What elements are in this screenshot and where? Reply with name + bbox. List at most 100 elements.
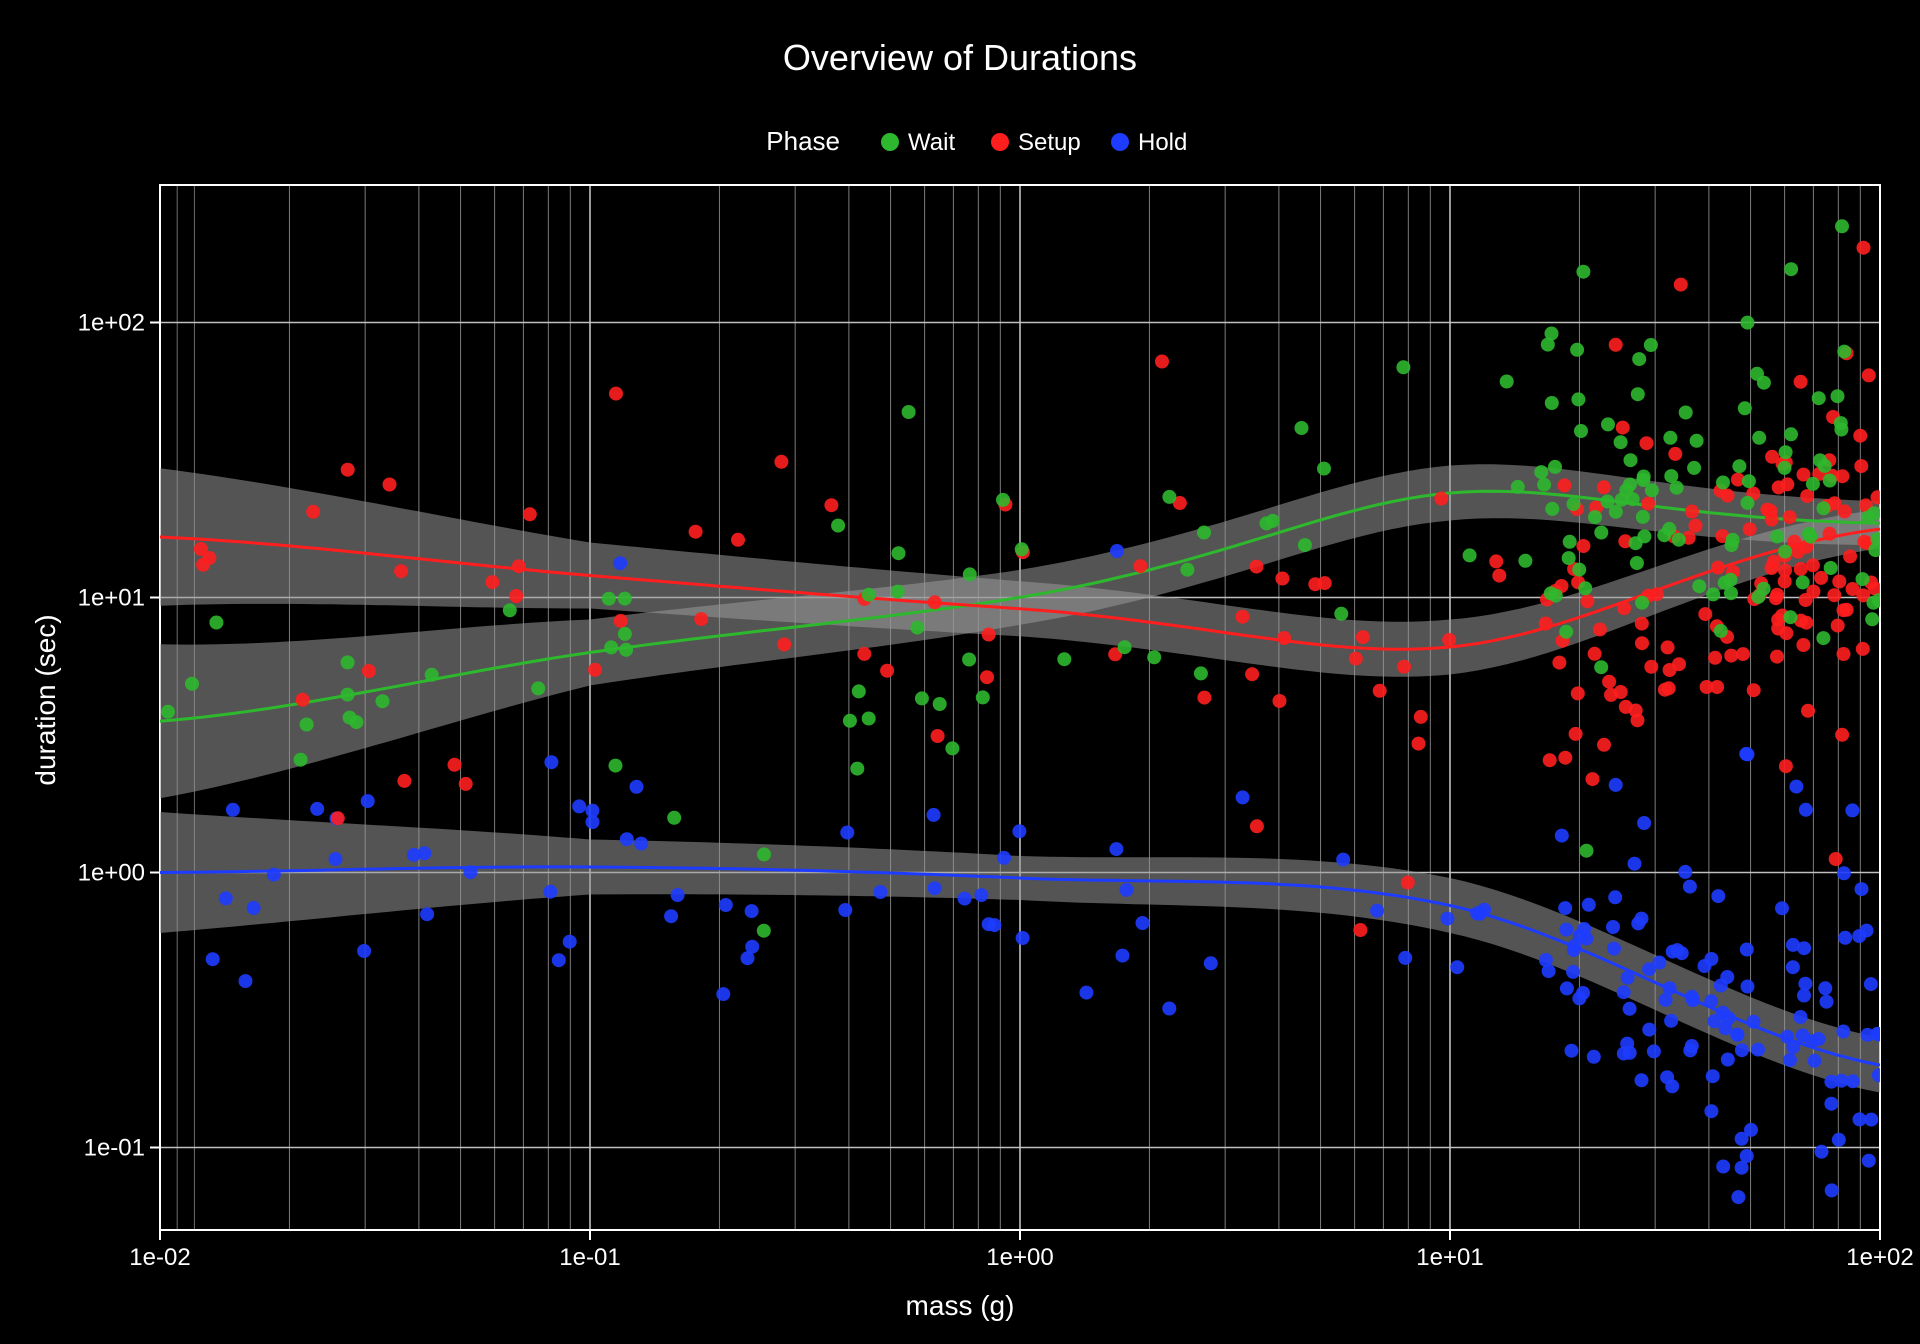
point-A (1562, 551, 1576, 565)
point-B (1155, 355, 1169, 369)
point-A (1574, 424, 1588, 438)
point-A (1856, 572, 1870, 586)
point-B (1796, 638, 1810, 652)
point-A (1295, 421, 1309, 435)
point-C (1711, 889, 1725, 903)
point-A (1624, 453, 1638, 467)
point-C (1116, 949, 1130, 963)
point-C (664, 909, 678, 923)
point-C (1720, 970, 1734, 984)
point-C (1617, 985, 1631, 999)
point-C (1845, 803, 1859, 817)
point-A (1500, 375, 1514, 389)
point-A (1549, 589, 1563, 603)
point-C (974, 888, 988, 902)
y-axis-label: duration (sec) (30, 614, 61, 785)
point-C (239, 974, 253, 988)
point-B (1373, 684, 1387, 698)
point-A (1563, 535, 1577, 549)
point-C (719, 898, 733, 912)
point-A (1779, 445, 1793, 459)
point-A (1645, 483, 1659, 497)
point-A (1816, 631, 1830, 645)
point-A (1615, 493, 1629, 507)
point-C (1565, 1044, 1579, 1058)
point-C (1704, 952, 1718, 966)
point-B (1831, 619, 1845, 633)
point-A (161, 705, 175, 719)
point-C (1799, 803, 1813, 817)
point-C (1606, 920, 1620, 934)
point-C (310, 802, 324, 816)
point-B (1617, 601, 1631, 615)
point-A (996, 493, 1010, 507)
point-B (1770, 588, 1784, 602)
point-A (1334, 607, 1348, 621)
point-C (1631, 916, 1645, 930)
point-C (1204, 956, 1218, 970)
point-A (1180, 563, 1194, 577)
point-A (1724, 586, 1738, 600)
point-C (1666, 945, 1680, 959)
point-B (1658, 683, 1672, 697)
point-B (341, 463, 355, 477)
point-A (945, 741, 959, 755)
point-A (1724, 573, 1738, 587)
point-B (512, 559, 526, 573)
point-C (357, 944, 371, 958)
legend: Phase Wait Setup Hold (766, 126, 1187, 156)
point-A (1732, 459, 1746, 473)
point-B (1857, 535, 1871, 549)
point-C (1796, 1028, 1810, 1042)
point-C (1747, 1015, 1761, 1029)
point-A (1824, 561, 1838, 575)
point-C (1820, 995, 1834, 1009)
point-A (1757, 582, 1771, 596)
point-A (1545, 396, 1559, 410)
point-C (1855, 882, 1869, 896)
point-C (1560, 981, 1574, 995)
point-B (1197, 691, 1211, 705)
point-B (1644, 660, 1658, 674)
point-B (1353, 923, 1367, 937)
point-A (294, 753, 308, 767)
point-A (1834, 416, 1848, 430)
point-B (296, 693, 310, 707)
point-A (1162, 490, 1176, 504)
legend-dot-b (991, 133, 1009, 151)
point-B (1823, 527, 1837, 541)
point-C (1722, 1011, 1736, 1025)
point-A (850, 762, 864, 776)
point-B (306, 505, 320, 519)
point-C (1704, 994, 1718, 1008)
legend-title: Phase (766, 126, 840, 156)
point-B (1764, 504, 1778, 518)
point-A (602, 592, 616, 606)
legend-item-a: Wait (881, 129, 955, 156)
point-C (1608, 890, 1622, 904)
point-A (619, 643, 633, 657)
point-A (1631, 387, 1645, 401)
point-B (1635, 636, 1649, 650)
point-C (1808, 1054, 1822, 1068)
point-B (609, 387, 623, 401)
point-B (1492, 569, 1506, 583)
point-A (1742, 474, 1756, 488)
point-C (1685, 1039, 1699, 1053)
point-B (1747, 683, 1761, 697)
point-C (1832, 1133, 1846, 1147)
point-C (1740, 943, 1754, 957)
point-A (1317, 462, 1331, 476)
durations-chart: Overview of Durations Phase Wait Setup H… (0, 0, 1920, 1344)
point-C (563, 935, 577, 949)
point-A (1752, 431, 1766, 445)
point-B (383, 478, 397, 492)
point-B (880, 664, 894, 678)
point-B (1640, 436, 1654, 450)
point-A (910, 621, 924, 635)
point-B (394, 564, 408, 578)
point-B (1771, 613, 1785, 627)
point-C (927, 808, 941, 822)
chart-title: Overview of Durations (783, 37, 1137, 78)
point-A (618, 627, 632, 641)
